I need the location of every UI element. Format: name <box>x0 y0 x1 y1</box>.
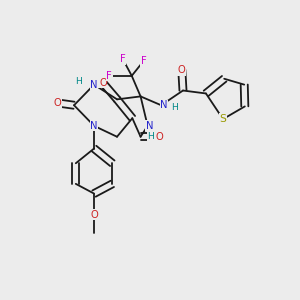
Text: O: O <box>99 78 107 88</box>
Text: F: F <box>120 54 126 64</box>
Text: O: O <box>53 98 61 108</box>
Text: O: O <box>90 210 98 220</box>
Text: F: F <box>106 71 112 81</box>
Text: N: N <box>90 121 98 131</box>
Text: H: H <box>171 103 178 112</box>
Text: N: N <box>160 100 168 110</box>
Text: H: H <box>147 132 154 141</box>
Text: H: H <box>75 77 82 86</box>
Text: O: O <box>178 65 186 75</box>
Text: S: S <box>220 114 226 124</box>
Text: N: N <box>90 80 98 90</box>
Text: O: O <box>155 132 163 142</box>
Text: N: N <box>146 121 153 131</box>
Text: F: F <box>141 56 146 66</box>
